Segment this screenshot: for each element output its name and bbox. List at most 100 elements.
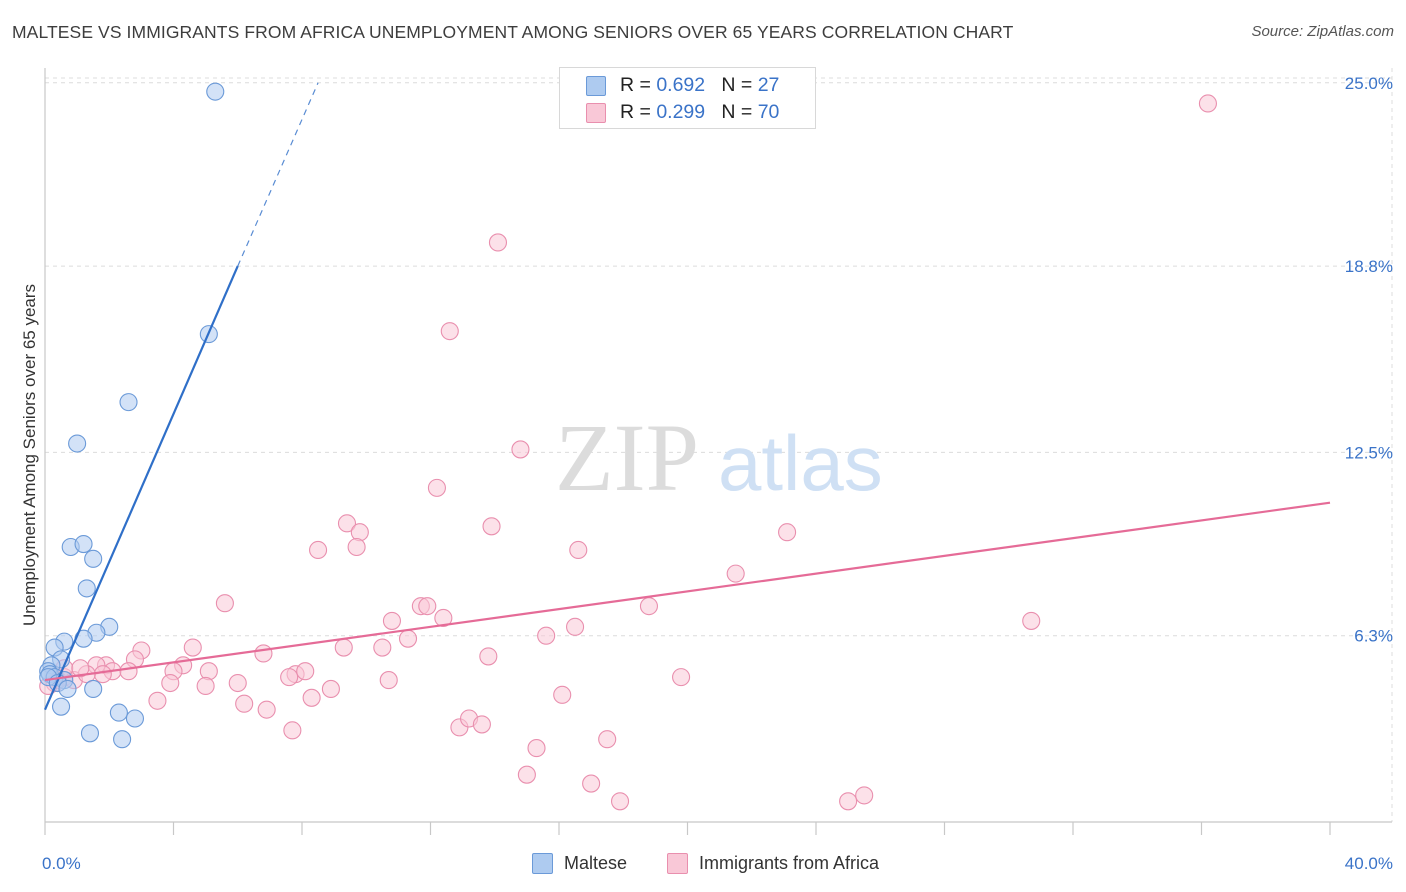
maltese-point-25 [125,709,144,728]
africa-point-28 [479,647,498,666]
africa-point-7 [350,523,369,542]
maltese-point-24 [109,703,128,722]
gridlines [45,68,1393,822]
africa-point-59 [553,685,572,704]
legend-swatch-africa [586,103,606,123]
maltese-point-23 [52,697,71,716]
trend-lines [43,82,1331,711]
watermark-atlas: atlas [718,419,883,507]
maltese-point-26 [80,724,100,743]
bottom-legend-label-africa: Immigrants from Africa [699,853,880,873]
africa-point-15 [418,597,437,616]
y-tick-label-0: 6.3% [1354,627,1393,646]
africa-point-56 [148,691,167,710]
y-tick-label-2: 18.8% [1345,257,1393,276]
bottom-legend-label-maltese: Maltese [564,853,628,873]
africa-point-4 [427,478,446,497]
africa-point-54 [321,679,340,698]
africa-trend-line [44,501,1331,682]
africa-point-3 [511,440,530,459]
africa-point-19 [382,611,402,630]
watermark: ZIP atlas [555,404,883,511]
africa-point-69 [839,792,858,811]
africa-point-40 [672,668,691,687]
africa-point-25 [254,644,273,663]
maltese-point-22 [84,679,103,698]
africa-point-52 [280,668,299,687]
africa-point-49 [161,673,180,693]
africa-point-0 [1198,94,1217,113]
n-label: N = [721,74,758,96]
africa-point-48 [71,659,90,678]
bottom-legend-swatch-maltese [532,853,553,874]
correlation-legend: R = 0.692 N = 27 R = 0.299 N = 70 [559,67,816,129]
legend-stats-maltese: R = 0.692 N = 27 [620,74,779,97]
africa-point-26 [334,638,353,657]
n-label: N = [721,101,758,123]
africa-point-39 [296,662,315,681]
africa-point-63 [283,721,302,740]
africa-point-50 [196,676,215,696]
maltese-point-7 [77,579,96,598]
maltese-point-3 [68,434,87,453]
africa-point-9 [309,540,328,560]
legend-stats-africa: R = 0.299 N = 70 [620,101,779,124]
y-tick-label-1: 12.5% [1345,443,1393,462]
africa-point-35 [119,662,138,681]
africa-point-20 [566,617,585,636]
africa-point-67 [582,774,601,793]
maltese-point-2 [119,393,138,412]
africa-point-21 [398,629,418,648]
maltese-point-21 [58,679,77,698]
bottom-legend-swatch-africa [667,853,688,874]
watermark-zip: ZIP [555,404,699,511]
africa-point-10 [569,540,588,560]
maltese-trend-extension [237,82,319,267]
x-tick-labels: 0.0% 40.0% [42,854,1393,873]
africa-point-37 [199,662,218,681]
africa-point-22 [537,626,556,645]
africa-point-18 [1022,611,1041,630]
africa-point-53 [379,671,398,690]
africa-point-13 [215,594,234,613]
axes [44,68,1392,835]
africa-point-55 [302,688,321,707]
maltese-point-27 [113,730,132,749]
africa-point-24 [183,638,202,657]
africa-point-57 [235,694,254,713]
africa-point-8 [347,537,366,557]
africa-point-65 [527,739,546,758]
r-label: R = [620,101,657,123]
africa-point-17 [434,608,453,628]
y-tick-label-3: 25.0% [1345,74,1393,93]
africa-point-66 [517,765,536,784]
africa-point-6 [337,514,357,533]
africa-point-1 [488,233,508,252]
africa-point-70 [855,786,874,805]
maltese-points [39,82,225,749]
y-axis-label: Unemployment Among Seniors over 65 years [20,283,39,627]
x-tick-label-min: 0.0% [42,854,81,873]
africa-point-16 [639,597,659,616]
legend-swatch-maltese [586,76,606,96]
africa-point-11 [778,523,797,542]
n-value-africa: 70 [757,101,780,123]
maltese-trend-line [43,265,239,711]
africa-point-51 [228,673,247,693]
y-tick-labels: 6.3% 12.5% 18.8% 25.0% [1345,74,1393,646]
africa-point-64 [598,730,617,749]
r-value-maltese: 0.692 [656,74,706,96]
r-value-africa: 0.299 [656,101,706,123]
africa-point-58 [257,700,276,719]
africa-point-2 [440,322,459,341]
africa-point-62 [472,715,491,734]
x-tick-label-max: 40.0% [1345,854,1393,873]
n-value-maltese: 27 [757,74,780,96]
maltese-point-5 [74,535,93,554]
africa-point-12 [726,564,745,583]
r-label: R = [620,74,657,96]
africa-point-68 [610,792,630,811]
source-label: Source: ZipAtlas.com [1251,23,1394,40]
africa-point-27 [373,638,392,657]
